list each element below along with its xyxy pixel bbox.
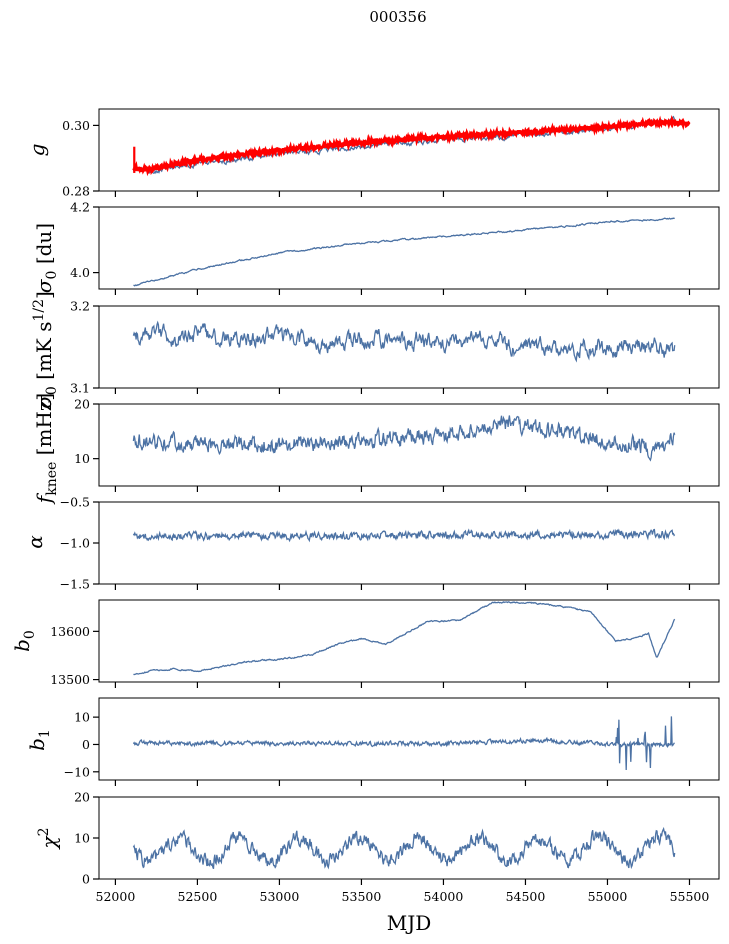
ylabel-g-text: g [25, 144, 49, 157]
xtick-label-7: 55500 [670, 889, 710, 904]
panel-sigma0: 4.0 4.2 [70, 200, 720, 295]
panel-alpha: 10 20 [74, 397, 720, 492]
xtick-label-1: 52500 [178, 889, 218, 904]
ylabel-fknee-unit: [mHz] [32, 393, 56, 462]
panel-frame-chi2 [98, 796, 720, 880]
ylabel-b1: b1 [25, 729, 53, 751]
ytick-label-alpha2-1: −1.0 [60, 536, 90, 551]
ylabel-sigma0-mk: σ0 [mK s1/2] [31, 291, 60, 409]
panel-g: 0.28 0.30 [62, 108, 720, 199]
xtick-label-2: 53000 [260, 889, 300, 904]
ylabel-chi2: χ2 [36, 827, 61, 850]
ylabel-b0-sub: 0 [22, 630, 38, 639]
ytick-label-b1-0: −10 [64, 764, 90, 779]
series-line-b0 [133, 601, 676, 676]
ylabel-b1-sym: b [25, 738, 49, 751]
ytick-label-chi2-0: 0 [82, 872, 90, 887]
fit-line-g [132, 114, 691, 177]
ylabel-fknee-sub: knee [44, 462, 60, 496]
ylabel-sigma0mk-unit: [mK s [32, 322, 56, 387]
ytick-label-chi2-2: 20 [74, 790, 90, 805]
ytick-label-g-1: 0.30 [62, 118, 90, 133]
xtick-label-3: 53500 [342, 889, 382, 904]
ytick-label-b1-2: 10 [74, 710, 90, 725]
ylabel-sigma0mk-sup: 1/2 [31, 299, 47, 322]
ylabel-b0-sym: b [10, 639, 34, 652]
series-line-b1 [132, 716, 675, 771]
ylabel-fknee: fknee [mHz] [32, 393, 60, 505]
panel-alpha2: −1.5 −1.0 −0.5 [60, 495, 720, 592]
panel-frame-b0 [98, 599, 720, 683]
ytick-label-alpha2-2: −0.5 [60, 495, 90, 510]
panel-frame-alpha [98, 403, 720, 487]
ytick-label-b0-1: 13600 [50, 624, 90, 639]
panel-frame-b1 [98, 697, 720, 781]
ytick-label-g-0: 0.28 [62, 184, 90, 199]
panel-frame-g [98, 108, 720, 192]
xlabel: MJD [387, 911, 432, 935]
ytick-label-sigma0-1: 4.2 [70, 200, 90, 215]
ytick-label-chi2-1: 10 [74, 831, 90, 846]
ytick-label-b1-1: 0 [82, 737, 90, 752]
series-line-chi2 [132, 826, 676, 870]
ylabel-sigma0mk-sub: 0 [44, 386, 60, 395]
ytick-label-b0-0: 13500 [50, 672, 90, 687]
svg-text:b1: b1 [25, 729, 53, 751]
series-line-alpha [132, 415, 676, 462]
xtick-label-4: 54000 [424, 889, 464, 904]
panel-chi2: 0 10 20 [74, 790, 720, 887]
series-line-fknee [132, 320, 676, 363]
ylabel-b0: b0 [10, 630, 38, 652]
ylabel-alpha: α [23, 535, 47, 549]
panel-b0: 13500 13600 [50, 599, 720, 688]
panel-frame-fknee [98, 305, 720, 389]
svg-text:σ0 [mK s1/2]: σ0 [mK s1/2] [31, 291, 60, 409]
ylabel-sigma0-sub: 0 [44, 271, 60, 280]
svg-text:χ2: χ2 [36, 827, 61, 850]
series-line-sigma0 [133, 217, 675, 287]
ylabel-g: g [25, 144, 49, 157]
panels: 0.28 0.30 4.0 4.2 3.1 3.2 10 20 −1.5 −1.0 −0.5 1350… [50, 108, 720, 904]
ytick-label-sigma0-0: 4.0 [70, 265, 90, 280]
xtick-label-5: 54500 [506, 889, 546, 904]
ylabel-b1-sub: 1 [37, 729, 53, 738]
xtick-label-0: 52000 [96, 889, 136, 904]
panel-fknee: 3.1 3.2 [70, 299, 720, 396]
ylabel-sigma0-sym: σ [32, 278, 56, 293]
panel-frame-sigma0 [98, 206, 720, 290]
ylabel-chi2-sup: 2 [36, 827, 52, 836]
ylabel-alpha-text: α [23, 535, 47, 549]
ylabel-sigma0: σ0 [du] [32, 223, 60, 293]
ylabel-sigma0-unit: [du] [32, 223, 56, 271]
svg-text:b0: b0 [10, 630, 38, 652]
figure-title: 000356 [369, 8, 426, 26]
svg-text:σ0 [du]: σ0 [du] [32, 223, 60, 293]
ytick-label-alpha-0: 10 [74, 451, 90, 466]
ylabel-chi2-sym: χ [37, 835, 61, 851]
svg-text:fknee [mHz]: fknee [mHz] [32, 393, 60, 505]
ytick-label-fknee-0: 3.1 [70, 381, 90, 396]
ylabel-sigma0mk-close: ] [32, 291, 56, 299]
ytick-label-alpha-1: 20 [74, 397, 90, 412]
ytick-label-fknee-1: 3.2 [70, 299, 90, 314]
ytick-label-alpha2-0: −1.5 [60, 577, 90, 592]
ylabel-sigma0mk-sym: σ [32, 394, 56, 409]
xtick-label-6: 55000 [588, 889, 628, 904]
panel-frame-alpha2 [98, 501, 720, 585]
series-line-alpha2 [132, 528, 676, 543]
panel-b1: −10 0 10 [64, 697, 720, 786]
